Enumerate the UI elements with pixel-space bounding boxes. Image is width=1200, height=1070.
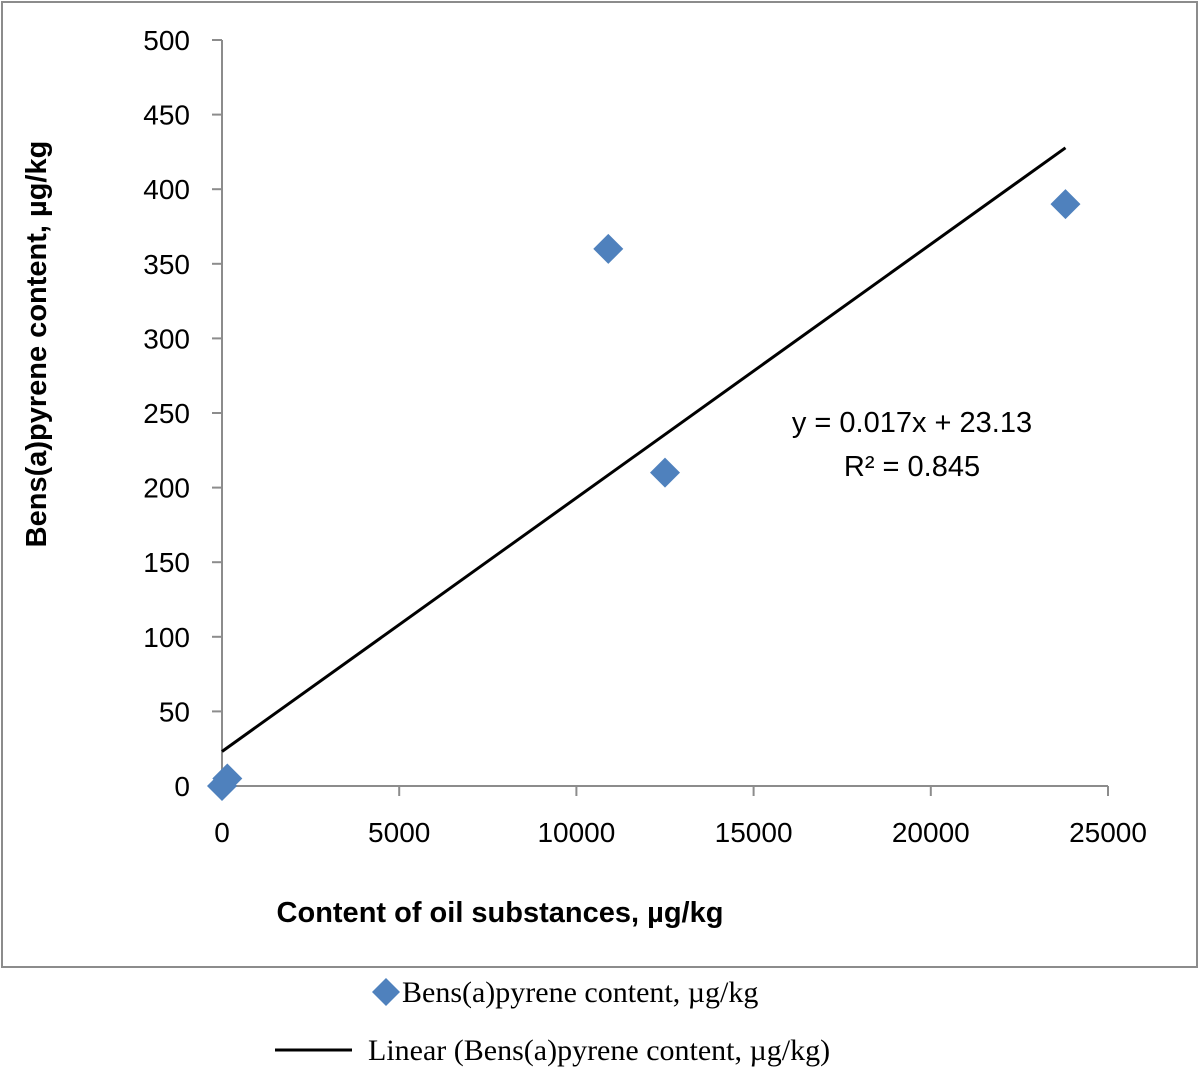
x-tick-label: 0: [214, 817, 230, 848]
legend-entry-trendline: Linear (Bens(a)pyrene content, µg/kg): [368, 1034, 830, 1067]
chart-frame: [1, 1, 1198, 968]
trendline-equation: y = 0.017x + 23.13: [792, 407, 1032, 439]
y-tick-label: 100: [143, 622, 190, 653]
y-tick-label: 400: [143, 174, 190, 205]
x-axis-ticks: 0 5000 10000 15000 20000 25000: [214, 786, 1147, 848]
x-tick-label: 10000: [537, 817, 615, 848]
legend-entry-series: Bens(a)pyrene content, µg/kg: [402, 976, 758, 1009]
y-tick-label: 150: [143, 547, 190, 578]
y-axis-ticks: 0 50 100 150 200 250 300 350 400 450 500: [143, 25, 222, 802]
y-tick-label: 50: [159, 696, 190, 727]
linear-trendline: [221, 146, 1067, 753]
x-tick-label: 15000: [715, 817, 793, 848]
x-axis-title: Content of oil substances, µg/kg: [277, 897, 724, 929]
legend: Bens(a)pyrene content, µg/kg Linear (Ben…: [275, 976, 830, 1067]
x-tick-label: 25000: [1069, 817, 1147, 848]
y-axis-title: Bens(a)pyrene content, µg/kg: [21, 141, 53, 548]
y-tick-label: 350: [143, 249, 190, 280]
data-point: [593, 233, 624, 264]
x-tick-label: 5000: [368, 817, 430, 848]
data-point: [1050, 189, 1081, 220]
x-tick-label: 20000: [892, 817, 970, 848]
legend-diamond-marker: [372, 978, 400, 1006]
y-tick-label: 250: [143, 398, 190, 429]
y-tick-label: 450: [143, 100, 190, 131]
y-tick-label: 300: [143, 323, 190, 354]
trendline-r-squared: R² = 0.845: [844, 451, 980, 483]
data-point: [212, 763, 243, 794]
y-tick-label: 200: [143, 473, 190, 504]
data-points: [207, 189, 1081, 801]
data-point: [650, 457, 680, 488]
y-tick-label: 0: [174, 771, 190, 802]
y-tick-label: 500: [143, 25, 190, 56]
